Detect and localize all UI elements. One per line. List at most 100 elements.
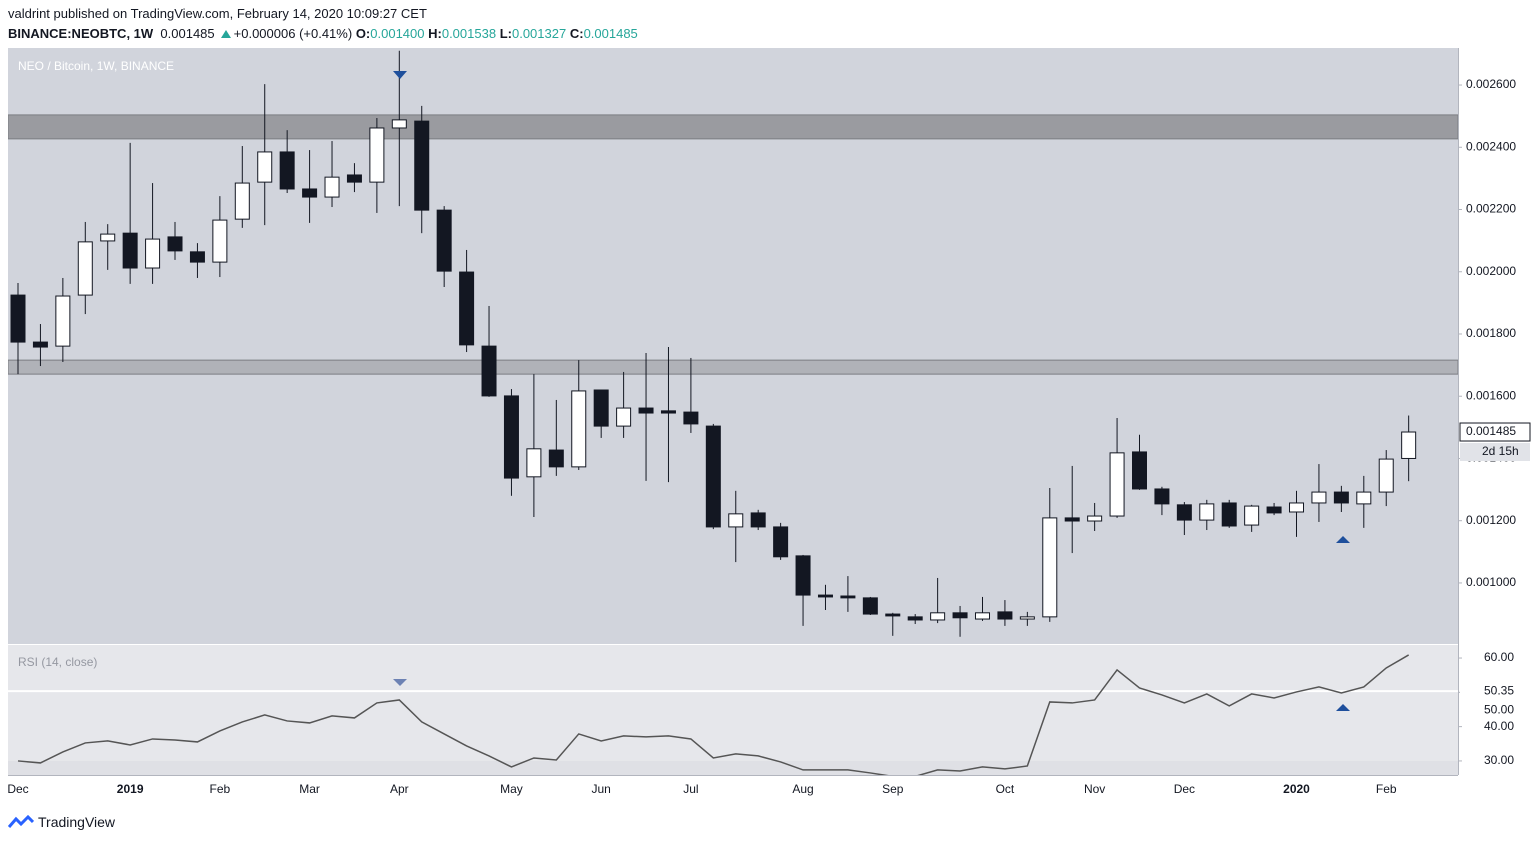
ohlc-label: L: [499,26,512,41]
ohlc-value: 0.001485 [583,26,638,41]
candle-body [773,526,789,558]
candle-body [1289,502,1305,513]
candle-body [1244,505,1260,526]
candle-body [1087,515,1103,522]
ohlc-label: O: [355,26,371,41]
footer: TradingView [8,814,115,830]
brand: TradingView [38,814,116,830]
candle-body [1042,517,1058,618]
signal-arrow [393,679,407,686]
x-tick-label: Nov [1084,782,1105,796]
y-tick-label: 0.001000 [1466,575,1516,589]
candle-body [907,616,923,621]
countdown: 2d 15h [1482,444,1519,458]
signal-arrow [1336,704,1350,711]
candle-body [212,219,228,263]
candle-body [503,395,519,479]
candle-body [189,251,205,263]
up-arrow [220,30,231,38]
chart-title: NEO / Bitcoin, 1W, BINANCE [18,59,174,73]
symbol: BINANCE:NEOBTC, 1W [8,26,154,41]
candle-body [324,176,340,198]
candle-body [100,233,116,242]
candle-body [346,174,362,183]
candle-body [1378,458,1394,493]
x-tick-label: Feb [1376,782,1397,796]
candle-body [145,238,161,269]
x-tick-label: Dec [1174,782,1195,796]
candle-body [414,120,430,211]
x-tick-label: 2020 [1283,782,1310,796]
candle-body [1132,451,1147,490]
last-price-label: 0.001485 [1466,424,1516,438]
candle-body [1199,503,1215,521]
candle-body [77,241,93,296]
rsi-title: RSI (14, close) [18,655,97,669]
y-tick-label: 50.00 [1484,702,1514,716]
candle-body [1401,431,1417,459]
candle-body [593,389,609,427]
candle-body [952,612,968,619]
y-tick-label: 40.00 [1484,719,1514,733]
candle-body [728,513,744,528]
candle-body [1333,491,1349,504]
candle-body [571,390,587,468]
candle-body [862,597,878,615]
y-tick-label: 0.001200 [1466,513,1516,527]
candle-body [974,612,990,620]
candle-body [1154,488,1170,505]
countdown-box [1460,443,1530,462]
x-tick-label: Apr [390,782,409,796]
ohlc-value: 0.001400 [370,26,425,41]
last-price-box [1459,422,1531,442]
candle-body [616,407,632,427]
hline-box [1460,682,1530,701]
candle-body [683,411,699,425]
y-tick-label: 0.002000 [1466,264,1516,278]
candle-body [459,271,475,346]
y-tick-label: 0.001800 [1466,326,1516,340]
candle-body [705,425,721,528]
candle-body [1064,517,1080,522]
signal-arrow [1336,536,1350,543]
candle-body [234,182,250,220]
signal-arrow [393,71,407,79]
candle-body [369,127,385,183]
ohlc-label: C: [569,26,584,41]
y-tick-label: 0.001600 [1466,388,1516,402]
candle-body [32,341,48,348]
hline-label: 50.35 [1484,683,1514,697]
candle-body [1221,502,1237,527]
candle-body [1109,452,1125,517]
candle-body [391,119,407,129]
change: +0.000006 (+0.41%) [233,26,353,41]
candle-body [638,407,654,414]
candle-body [840,595,856,599]
x-tick-label: Jun [592,782,611,796]
candle-body [1176,504,1192,521]
candle-body [1356,491,1372,505]
x-tick-label: Feb [210,782,231,796]
x-tick-label: Jul [683,782,698,796]
symbol-info: BINANCE:NEOBTC, 1W 0.001485 +0.000006 (+0… [8,26,638,41]
candle-body [997,611,1013,620]
x-tick-label: 2019 [117,782,144,796]
rsi-band [8,645,1458,761]
candle-body [1019,616,1035,620]
y-tick-label: 30.00 [1484,753,1514,767]
x-tick-label: Aug [792,782,813,796]
rsi-line [17,654,1410,775]
zone [8,114,1458,140]
candle-body [817,594,833,598]
x-tick-label: Sep [882,782,904,796]
candle-body [660,410,676,414]
candle-body [167,236,183,252]
candle-body [795,555,811,596]
candle-body [122,232,138,269]
x-tick-label: May [500,782,523,796]
candle-body [1311,491,1327,504]
candle-body [279,151,295,190]
candle-body [885,613,901,617]
candle-body [548,449,564,468]
y-tick-label: 0.002600 [1466,77,1516,91]
